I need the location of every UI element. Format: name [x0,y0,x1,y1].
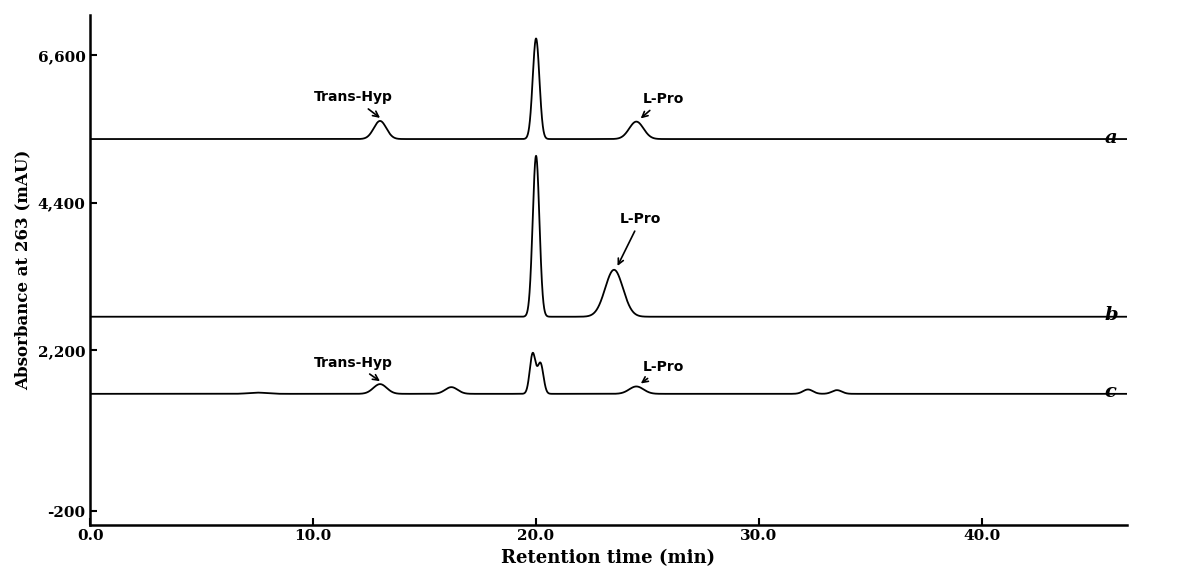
Text: L-Pro: L-Pro [643,360,684,382]
X-axis label: Retention time (min): Retention time (min) [501,549,716,567]
Text: Trans-Hyp: Trans-Hyp [314,90,393,117]
Text: b: b [1104,306,1118,324]
Y-axis label: Absorbance at 263 (mAU): Absorbance at 263 (mAU) [15,150,32,390]
Text: Trans-Hyp: Trans-Hyp [314,356,393,380]
Text: L-Pro: L-Pro [643,92,684,117]
Text: L-Pro: L-Pro [618,212,661,264]
Text: a: a [1104,129,1117,147]
Text: c: c [1104,384,1116,402]
